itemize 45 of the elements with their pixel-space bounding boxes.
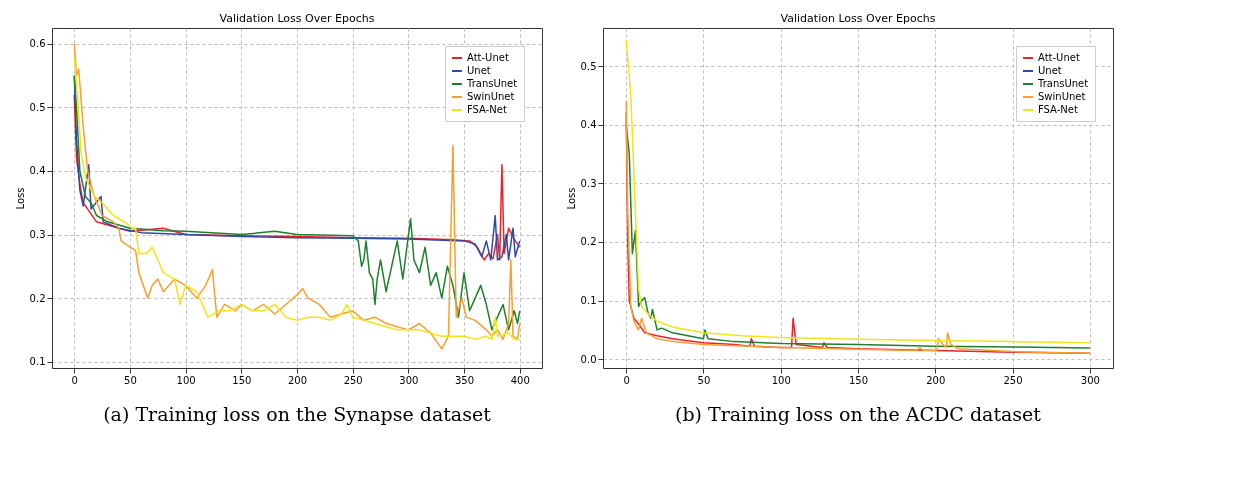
legend-label: Unet xyxy=(1038,65,1062,76)
y-tick-label: 0.5 xyxy=(29,101,46,113)
x-tick-label: 250 xyxy=(343,374,363,386)
x-tick-label: 50 xyxy=(124,374,137,386)
chart-title: Validation Loss Over Epochs xyxy=(219,12,375,25)
y-tick-label: 0.2 xyxy=(29,292,46,304)
x-tick-label: 150 xyxy=(232,374,252,386)
x-tick-label: 300 xyxy=(399,374,419,386)
legend-label: Att-Unet xyxy=(467,52,509,63)
y-tick-label: 0.4 xyxy=(29,165,46,177)
text: (a) Training loss on the Synapse dataset xyxy=(103,403,492,425)
x-tick-label: 350 xyxy=(455,374,475,386)
legend-label: TransUnet xyxy=(1037,78,1089,89)
legend-label: FSA-Net xyxy=(467,104,507,115)
legend-label: Unet xyxy=(467,65,491,76)
y-axis-title: Loss xyxy=(14,187,26,210)
y-tick-label: 0.3 xyxy=(580,177,597,189)
legend-label: Att-Unet xyxy=(1038,52,1080,63)
y-tick-label: 0.4 xyxy=(580,119,597,131)
x-tick-label: 250 xyxy=(1003,374,1023,386)
y-tick-label: 0.1 xyxy=(580,295,597,307)
x-tick-label: 150 xyxy=(848,374,869,386)
x-tick-label: 50 xyxy=(697,374,711,386)
y-tick-label: 0.0 xyxy=(580,353,597,365)
y-axis-title: Loss xyxy=(565,187,577,210)
x-tick-label: 100 xyxy=(176,374,196,386)
y-tick-label: 0.3 xyxy=(29,229,46,241)
y-tick-label: 0.1 xyxy=(29,356,46,368)
x-tick-label: 0 xyxy=(71,374,78,386)
y-tick-label: 0.2 xyxy=(580,236,597,248)
y-tick-label: 0.6 xyxy=(29,38,46,50)
legend-label: FSA-Net xyxy=(1038,104,1078,115)
line-series xyxy=(625,38,1091,344)
legend-label: SwinUnet xyxy=(1038,91,1086,102)
x-tick-label: 400 xyxy=(510,374,530,386)
x-tick-label: 0 xyxy=(623,374,630,386)
y-tick-label: 0.5 xyxy=(580,60,597,72)
chart-title: Validation Loss Over Epochs xyxy=(780,12,936,25)
text: (b) Training loss on the ACDC dataset xyxy=(674,403,1042,425)
x-tick-label: 200 xyxy=(926,374,946,386)
legend-label: TransUnet xyxy=(466,78,518,89)
x-tick-label: 100 xyxy=(771,374,791,386)
legend-label: SwinUnet xyxy=(467,91,515,102)
x-tick-label: 300 xyxy=(1080,374,1100,386)
x-tick-label: 200 xyxy=(287,374,308,386)
